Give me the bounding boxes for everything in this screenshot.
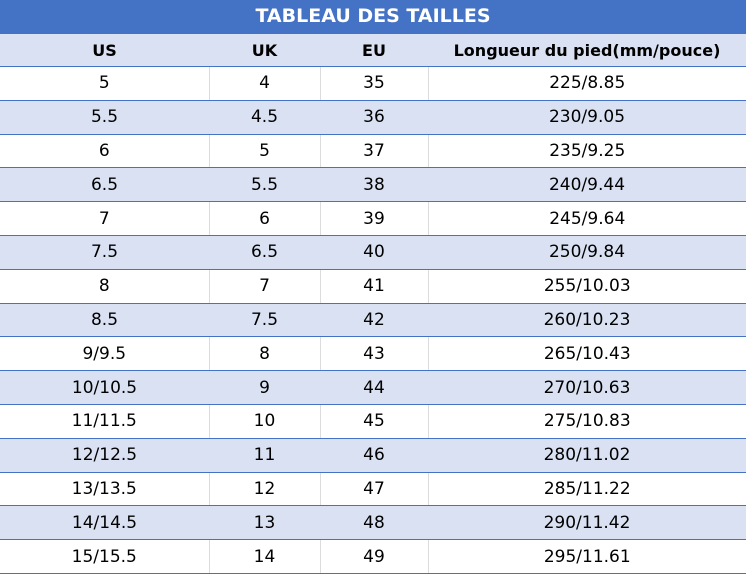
cell-us: 12/12.5 xyxy=(0,438,209,473)
cell-eu: 37 xyxy=(319,134,428,169)
size-table: US UK EU Longueur du pied(mm/pouce) 5 4 35… xyxy=(0,34,746,574)
header-eu: EU xyxy=(320,34,428,67)
table-row: 10/10.5 9 44 270/10.63 xyxy=(0,370,746,405)
table-row: 5 4 35 225/8.85 xyxy=(0,66,746,101)
cell-eu: 39 xyxy=(319,201,428,236)
cell-us: 9/9.5 xyxy=(0,336,209,372)
cell-foot-length: 235/9.25 xyxy=(427,134,746,169)
cell-foot-length: 295/11.61 xyxy=(427,539,746,574)
cell-uk: 11 xyxy=(209,438,320,473)
cell-uk: 7 xyxy=(208,269,320,304)
cell-uk: 6 xyxy=(208,201,320,236)
cell-foot-length: 285/11.22 xyxy=(427,472,746,507)
cell-foot-length: 290/11.42 xyxy=(428,505,746,541)
cell-eu: 48 xyxy=(320,505,428,541)
cell-us: 8 xyxy=(0,269,209,304)
table-row: 15/15.5 14 49 295/11.61 xyxy=(0,539,746,574)
cell-foot-length: 250/9.84 xyxy=(428,235,746,270)
cell-uk: 9 xyxy=(209,370,320,405)
header-uk: UK xyxy=(209,34,320,67)
cell-uk: 14 xyxy=(208,539,320,574)
cell-eu: 42 xyxy=(320,303,428,338)
table-row: 8 7 41 255/10.03 xyxy=(0,269,746,304)
table-row: 14/14.5 13 48 290/11.42 xyxy=(0,505,746,541)
cell-foot-length: 280/11.02 xyxy=(428,438,746,473)
cell-uk: 6.5 xyxy=(209,235,320,270)
table-row: 11/11.5 10 45 275/10.83 xyxy=(0,404,746,439)
table-row: 7.5 6.5 40 250/9.84 xyxy=(0,235,746,270)
table-row: 9/9.5 8 43 265/10.43 xyxy=(0,336,746,372)
table-row: 6.5 5.5 38 240/9.44 xyxy=(0,167,746,203)
table-title: TABLEAU DES TAILLES xyxy=(0,0,746,34)
cell-foot-length: 275/10.83 xyxy=(427,404,746,439)
cell-us: 13/13.5 xyxy=(0,472,209,507)
cell-us: 5 xyxy=(0,66,209,101)
table-row: 12/12.5 11 46 280/11.02 xyxy=(0,438,746,473)
cell-us: 7 xyxy=(0,201,209,236)
header-row: US UK EU Longueur du pied(mm/pouce) xyxy=(0,34,746,67)
cell-foot-length: 260/10.23 xyxy=(428,303,746,338)
cell-uk: 13 xyxy=(209,505,320,541)
cell-eu: 35 xyxy=(319,66,428,101)
cell-us: 7.5 xyxy=(0,235,209,270)
cell-eu: 47 xyxy=(319,472,428,507)
cell-foot-length: 225/8.85 xyxy=(427,66,746,101)
cell-eu: 38 xyxy=(320,167,428,203)
cell-uk: 4.5 xyxy=(209,100,320,135)
cell-foot-length: 230/9.05 xyxy=(428,100,746,135)
cell-uk: 5 xyxy=(208,134,320,169)
cell-uk: 5.5 xyxy=(209,167,320,203)
table-row: 5.5 4.5 36 230/9.05 xyxy=(0,100,746,135)
table-row: 8.5 7.5 42 260/10.23 xyxy=(0,303,746,338)
cell-eu: 46 xyxy=(320,438,428,473)
cell-foot-length: 255/10.03 xyxy=(427,269,746,304)
cell-uk: 10 xyxy=(208,404,320,439)
cell-eu: 45 xyxy=(319,404,428,439)
cell-foot-length: 270/10.63 xyxy=(428,370,746,405)
cell-us: 11/11.5 xyxy=(0,404,209,439)
cell-foot-length: 265/10.43 xyxy=(427,336,746,372)
cell-eu: 36 xyxy=(320,100,428,135)
cell-uk: 12 xyxy=(208,472,320,507)
table-row: 13/13.5 12 47 285/11.22 xyxy=(0,472,746,507)
cell-us: 6 xyxy=(0,134,209,169)
table-row: 6 5 37 235/9.25 xyxy=(0,134,746,169)
header-foot-length: Longueur du pied(mm/pouce) xyxy=(428,34,746,67)
cell-us: 15/15.5 xyxy=(0,539,209,574)
cell-uk: 7.5 xyxy=(209,303,320,338)
cell-eu: 40 xyxy=(320,235,428,270)
cell-foot-length: 240/9.44 xyxy=(428,167,746,203)
cell-eu: 49 xyxy=(319,539,428,574)
cell-foot-length: 245/9.64 xyxy=(427,201,746,236)
cell-eu: 41 xyxy=(319,269,428,304)
cell-eu: 44 xyxy=(320,370,428,405)
cell-us: 14/14.5 xyxy=(0,505,209,541)
cell-us: 10/10.5 xyxy=(0,370,209,405)
cell-us: 6.5 xyxy=(0,167,209,203)
cell-eu: 43 xyxy=(319,336,428,372)
table-row: 7 6 39 245/9.64 xyxy=(0,201,746,236)
cell-uk: 4 xyxy=(208,66,320,101)
cell-us: 8.5 xyxy=(0,303,209,338)
header-us: US xyxy=(0,34,209,67)
cell-uk: 8 xyxy=(208,336,320,372)
cell-us: 5.5 xyxy=(0,100,209,135)
